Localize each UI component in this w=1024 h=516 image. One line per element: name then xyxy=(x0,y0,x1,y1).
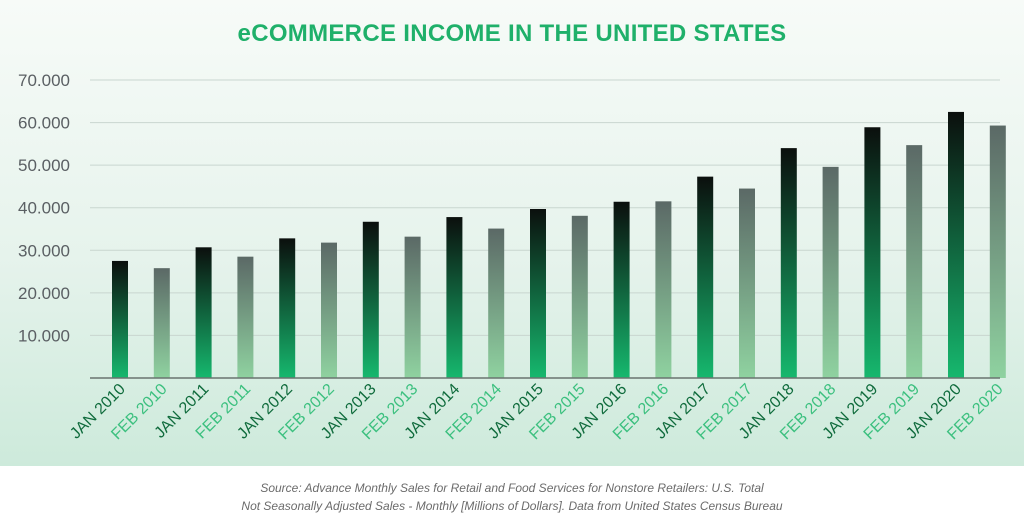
bar-jan-2015 xyxy=(530,208,546,378)
bar-jan-2014 xyxy=(446,217,463,378)
y-tick-label: 60.000 xyxy=(18,114,70,133)
chart-panel xyxy=(0,0,1024,466)
bar-feb-2018 xyxy=(822,166,839,378)
bar-feb-2020 xyxy=(989,125,1006,379)
bar-jan-2013 xyxy=(362,221,379,378)
bar-jan-2019 xyxy=(864,127,881,378)
bar-feb-2012 xyxy=(321,242,337,378)
bar-feb-2019 xyxy=(906,145,923,378)
y-tick-label: 10.000 xyxy=(18,326,70,345)
bar-jan-2011 xyxy=(195,247,212,378)
y-tick-label: 30.000 xyxy=(18,241,70,260)
bar-jan-2016 xyxy=(613,201,630,378)
bar-feb-2013 xyxy=(404,236,421,378)
y-tick-label: 50.000 xyxy=(18,156,70,175)
bar-jan-2012 xyxy=(279,238,296,378)
source-line-2: Not Seasonally Adjusted Sales - Monthly … xyxy=(241,499,783,513)
source-line-1: Source: Advance Monthly Sales for Retail… xyxy=(260,481,764,495)
bar-feb-2015 xyxy=(571,215,588,378)
bar-feb-2014 xyxy=(488,228,505,378)
bar-feb-2011 xyxy=(237,256,254,378)
source-note: Source: Advance Monthly Sales for Retail… xyxy=(0,479,1024,515)
bar-jan-2010 xyxy=(112,260,128,378)
y-tick-label: 70.000 xyxy=(18,71,70,90)
y-tick-label: 40.000 xyxy=(18,199,70,218)
y-tick-label: 20.000 xyxy=(18,284,70,303)
bar-feb-2010 xyxy=(153,268,170,378)
bar-feb-2017 xyxy=(739,188,755,378)
bar-jan-2018 xyxy=(780,148,797,378)
bar-jan-2020 xyxy=(948,111,964,378)
bar-chart: 10.000 20.000 30.000 40.000 50.000 60.000 70.0… xyxy=(18,71,1007,443)
bar-jan-2017 xyxy=(697,176,714,378)
bar-feb-2016 xyxy=(655,201,672,378)
chart-title: eCOMMERCE INCOME IN THE UNITED STATES xyxy=(237,20,787,47)
